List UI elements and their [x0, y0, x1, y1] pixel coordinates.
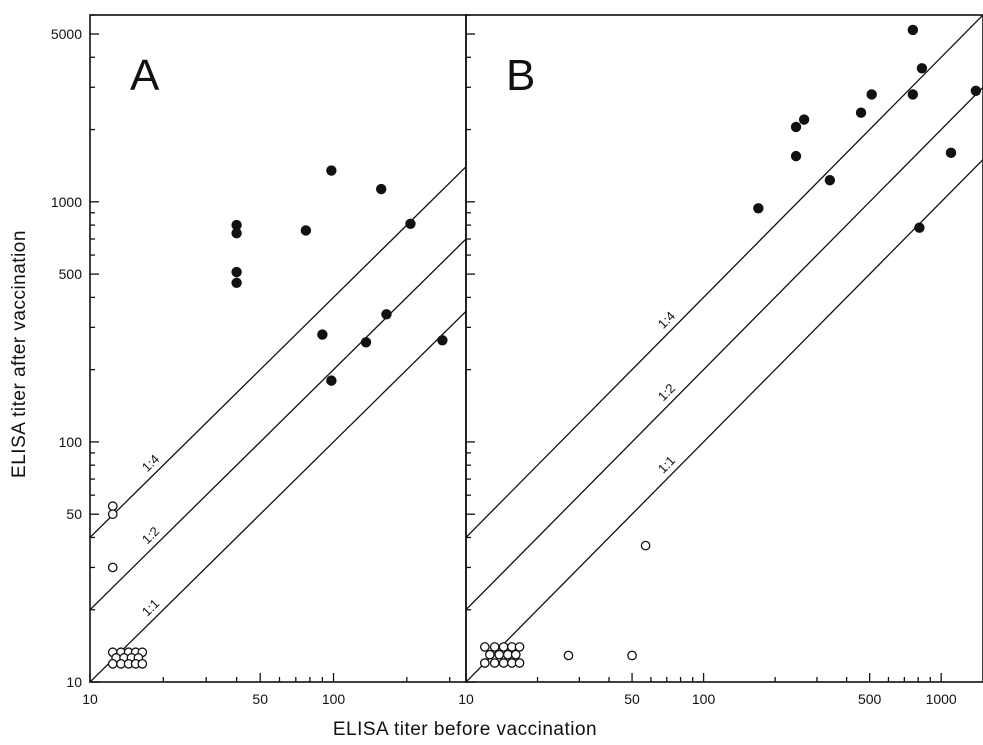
data-point-open [107, 501, 118, 512]
panel-letter-a: A [130, 51, 160, 100]
data-point-filled [907, 24, 919, 36]
data-point-filled [945, 147, 957, 159]
y-tick-label: 500 [59, 266, 83, 282]
data-point-filled [824, 175, 836, 186]
data-point-open [494, 649, 505, 660]
y-tick-label: 100 [59, 434, 83, 450]
data-point-filled [231, 228, 242, 239]
data-point-filled [381, 309, 392, 320]
data-point-open [502, 649, 513, 660]
x-tick-label: 500 [858, 691, 882, 707]
ratio-label-1-2: 1:2 [655, 381, 678, 404]
y-axis-title: ELISA titer after vaccination [9, 230, 30, 478]
data-point-open [510, 649, 521, 660]
data-point-filled [231, 277, 242, 288]
ratio-label-1-2: 1:2 [139, 524, 162, 547]
data-point-filled [855, 107, 867, 118]
x-tick-label: 100 [322, 691, 346, 707]
x-tick-label: 50 [252, 691, 268, 707]
data-point-filled [866, 89, 877, 100]
x-axis-title: ELISA titer before vaccination [333, 719, 597, 740]
ratio-line-1-4 [466, 15, 983, 538]
data-point-filled [317, 329, 328, 340]
ratio-line-1-2 [90, 238, 466, 611]
data-point-filled [798, 114, 810, 125]
ratio-label-1-4: 1:4 [139, 451, 162, 474]
data-point-filled [326, 375, 337, 386]
data-point-filled [753, 203, 764, 214]
x-tick-label: 10 [82, 691, 98, 707]
data-point-open [479, 658, 490, 668]
ratio-label-1-1: 1:1 [655, 453, 678, 476]
data-point-open [107, 562, 118, 573]
data-point-open [514, 642, 525, 652]
ratio-line-1-1 [466, 159, 983, 682]
data-point-open [640, 540, 651, 551]
data-point-open [489, 658, 500, 668]
x-tick-label: 50 [624, 691, 640, 707]
panel-a-frame [89, 14, 467, 683]
data-point-filled [360, 337, 372, 348]
data-point-open [498, 658, 509, 668]
ratio-line-1-2 [466, 86, 983, 611]
y-tick-label: 1000 [51, 194, 82, 210]
y-tick-label: 50 [66, 506, 82, 522]
data-point-open [107, 659, 118, 669]
y-tick-label: 10 [66, 674, 82, 690]
data-point-filled [326, 165, 337, 176]
ratio-label-1-4: 1:4 [655, 308, 678, 331]
data-point-filled [916, 63, 928, 74]
data-point-open [107, 509, 118, 520]
data-point-open [489, 642, 500, 652]
x-tick-label: 10 [458, 691, 474, 707]
y-tick-label: 5000 [51, 26, 82, 42]
x-tick-label: 100 [692, 691, 716, 707]
data-point-filled [914, 222, 925, 233]
data-point-open [514, 658, 525, 668]
data-point-open [479, 642, 490, 652]
data-point-open [498, 642, 509, 652]
data-point-filled [907, 89, 919, 100]
x-tick-label: 1000 [926, 691, 957, 707]
panel-letter-b: B [506, 51, 535, 100]
ratio-label-1-1: 1:1 [139, 596, 162, 619]
data-point-open [627, 650, 637, 661]
ratio-line-1-4 [90, 166, 466, 538]
data-point-filled [405, 218, 416, 229]
ratio-line-1-1 [90, 310, 466, 682]
data-point-filled [300, 225, 312, 236]
data-point-filled [790, 121, 802, 133]
data-point-filled [376, 183, 387, 195]
data-point-filled [790, 150, 802, 162]
data-point-open [563, 650, 574, 661]
data-point-open [137, 659, 148, 669]
data-point-filled [970, 85, 982, 97]
data-point-open [484, 649, 495, 660]
data-point-filled [437, 335, 448, 346]
data-point-filled [231, 266, 242, 278]
panel-b-frame [465, 14, 983, 683]
